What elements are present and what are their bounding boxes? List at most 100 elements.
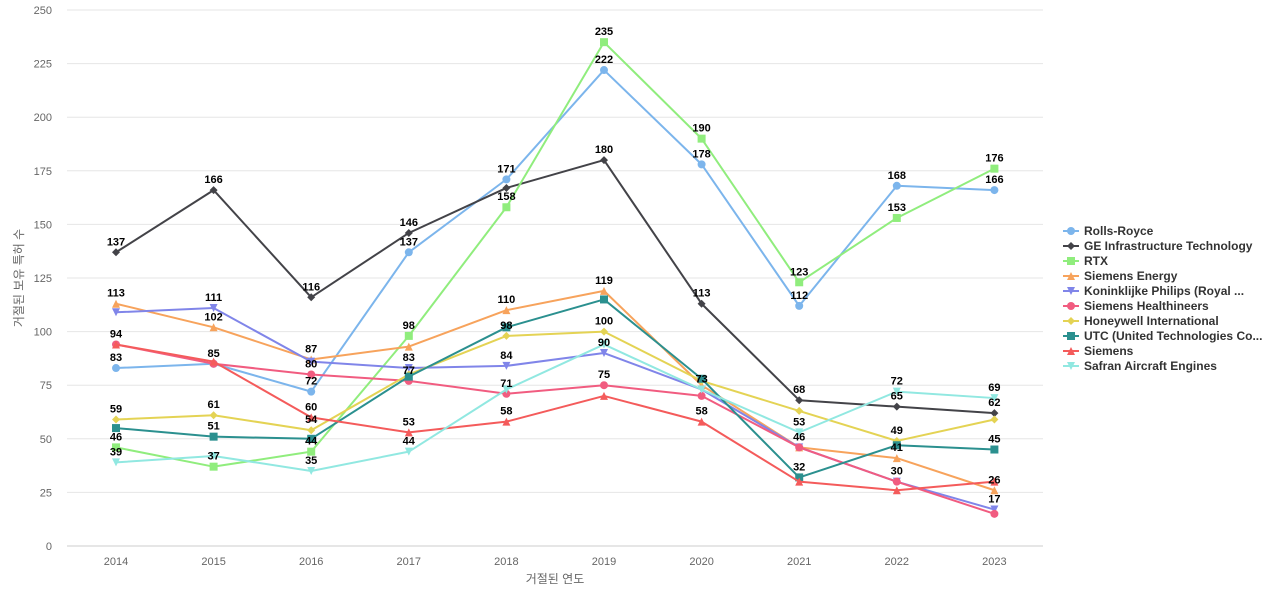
data-label: 65 bbox=[891, 391, 903, 403]
data-point bbox=[600, 66, 608, 75]
data-point bbox=[892, 181, 901, 190]
data-label: 190 bbox=[692, 123, 710, 135]
series-line bbox=[115, 159, 995, 415]
data-label: 49 bbox=[891, 425, 903, 437]
x-tick-label: 2021 bbox=[787, 556, 811, 568]
data-label: 84 bbox=[500, 350, 513, 362]
data-point bbox=[990, 394, 999, 403]
data-point bbox=[502, 385, 511, 394]
data-point bbox=[795, 396, 804, 405]
legend-item: Siemens Healthineers bbox=[1063, 299, 1209, 313]
data-point bbox=[209, 323, 218, 332]
data-label: 71 bbox=[500, 378, 512, 390]
legend-item: Honeywell International bbox=[1063, 314, 1219, 328]
data-label: 87 bbox=[305, 343, 317, 355]
legend-item: Rolls-Royce bbox=[1063, 224, 1154, 238]
data-label: 46 bbox=[110, 431, 122, 443]
data-point bbox=[307, 370, 316, 379]
y-tick-label: 125 bbox=[34, 273, 52, 285]
legend-item: RTX bbox=[1063, 254, 1108, 268]
y-axis-ticks: 0 25 50 75 100 125 150 175 200 225 250 bbox=[34, 5, 52, 553]
data-point bbox=[795, 477, 804, 486]
data-label: 158 bbox=[497, 191, 515, 203]
data-point bbox=[209, 451, 218, 460]
data-point bbox=[600, 38, 608, 47]
data-label: 166 bbox=[985, 174, 1003, 186]
series-6 bbox=[112, 340, 999, 518]
series-10 bbox=[112, 340, 999, 475]
data-point bbox=[209, 411, 218, 420]
legend-item: Koninklijke Philips (Royal ... bbox=[1063, 284, 1244, 298]
data-label: 137 bbox=[107, 236, 125, 248]
y-tick-label: 150 bbox=[34, 219, 52, 231]
y-tick-label: 225 bbox=[34, 59, 52, 71]
data-point bbox=[990, 164, 999, 173]
series-2 bbox=[112, 156, 999, 418]
legend-marker bbox=[1067, 332, 1075, 340]
data-label: 98 bbox=[403, 320, 415, 332]
series-line bbox=[115, 343, 995, 515]
data-label: 68 bbox=[793, 384, 805, 396]
x-tick-label: 2014 bbox=[104, 556, 128, 568]
data-point bbox=[990, 415, 999, 424]
legend-marker bbox=[1067, 362, 1075, 370]
data-point bbox=[892, 441, 901, 450]
data-point bbox=[600, 349, 608, 358]
x-axis-ticks: 2014 2015 2016 2017 2018 2019 2020 2021 2022 2023 bbox=[104, 556, 1007, 568]
data-point bbox=[697, 385, 706, 394]
data-label: 83 bbox=[403, 352, 415, 364]
data-point bbox=[112, 340, 120, 349]
legend-item: Siemens bbox=[1063, 344, 1134, 358]
data-label: 180 bbox=[595, 144, 613, 156]
data-point bbox=[892, 387, 901, 396]
data-point bbox=[307, 387, 316, 396]
series-line bbox=[115, 343, 995, 472]
data-point bbox=[307, 466, 316, 475]
data-label: 72 bbox=[891, 376, 903, 388]
data-point bbox=[307, 413, 316, 422]
data-label: 72 bbox=[305, 376, 317, 388]
data-label: 113 bbox=[693, 288, 711, 300]
data-label: 17 bbox=[988, 494, 1000, 506]
data-point bbox=[600, 340, 608, 349]
data-label: 222 bbox=[595, 54, 613, 66]
data-label: 53 bbox=[793, 416, 805, 428]
data-point bbox=[404, 331, 413, 340]
data-point bbox=[209, 462, 218, 471]
data-point bbox=[307, 426, 316, 435]
data-point bbox=[307, 447, 316, 456]
data-point bbox=[112, 424, 120, 433]
data-label: 83 bbox=[110, 352, 122, 364]
data-label: 26 bbox=[988, 474, 1000, 486]
legend-marker bbox=[1067, 272, 1075, 280]
data-point bbox=[600, 327, 608, 336]
data-label: 75 bbox=[598, 369, 610, 381]
data-label: 37 bbox=[207, 451, 219, 463]
y-tick-label: 175 bbox=[34, 166, 52, 178]
data-label: 166 bbox=[204, 174, 222, 186]
data-point bbox=[502, 331, 511, 340]
data-point bbox=[502, 203, 511, 212]
legend-label: Siemens Healthineers bbox=[1084, 299, 1209, 313]
data-label: 102 bbox=[204, 311, 222, 323]
data-label: 51 bbox=[207, 421, 219, 433]
y-tick-label: 100 bbox=[34, 327, 52, 339]
legend-item: Siemens Energy bbox=[1063, 269, 1178, 283]
data-point bbox=[600, 381, 608, 390]
data-point bbox=[502, 175, 511, 184]
x-tick-label: 2022 bbox=[885, 556, 909, 568]
data-point bbox=[404, 428, 413, 437]
data-point bbox=[990, 505, 999, 514]
data-labels: 137 113 94 83 59 46 39 166 111 102 85 61 51 37 116 87 80… bbox=[107, 26, 1004, 505]
data-point bbox=[892, 213, 901, 222]
data-point bbox=[307, 434, 316, 443]
data-point bbox=[209, 357, 218, 366]
legend-label: Siemens bbox=[1084, 344, 1134, 358]
series-line bbox=[115, 330, 995, 442]
data-label: 61 bbox=[207, 399, 219, 411]
data-point bbox=[990, 445, 999, 454]
data-label: 59 bbox=[110, 404, 122, 416]
legend-item: GE Infrastructure Technology bbox=[1063, 239, 1253, 253]
data-point bbox=[892, 454, 901, 463]
data-label: 44 bbox=[403, 436, 416, 448]
